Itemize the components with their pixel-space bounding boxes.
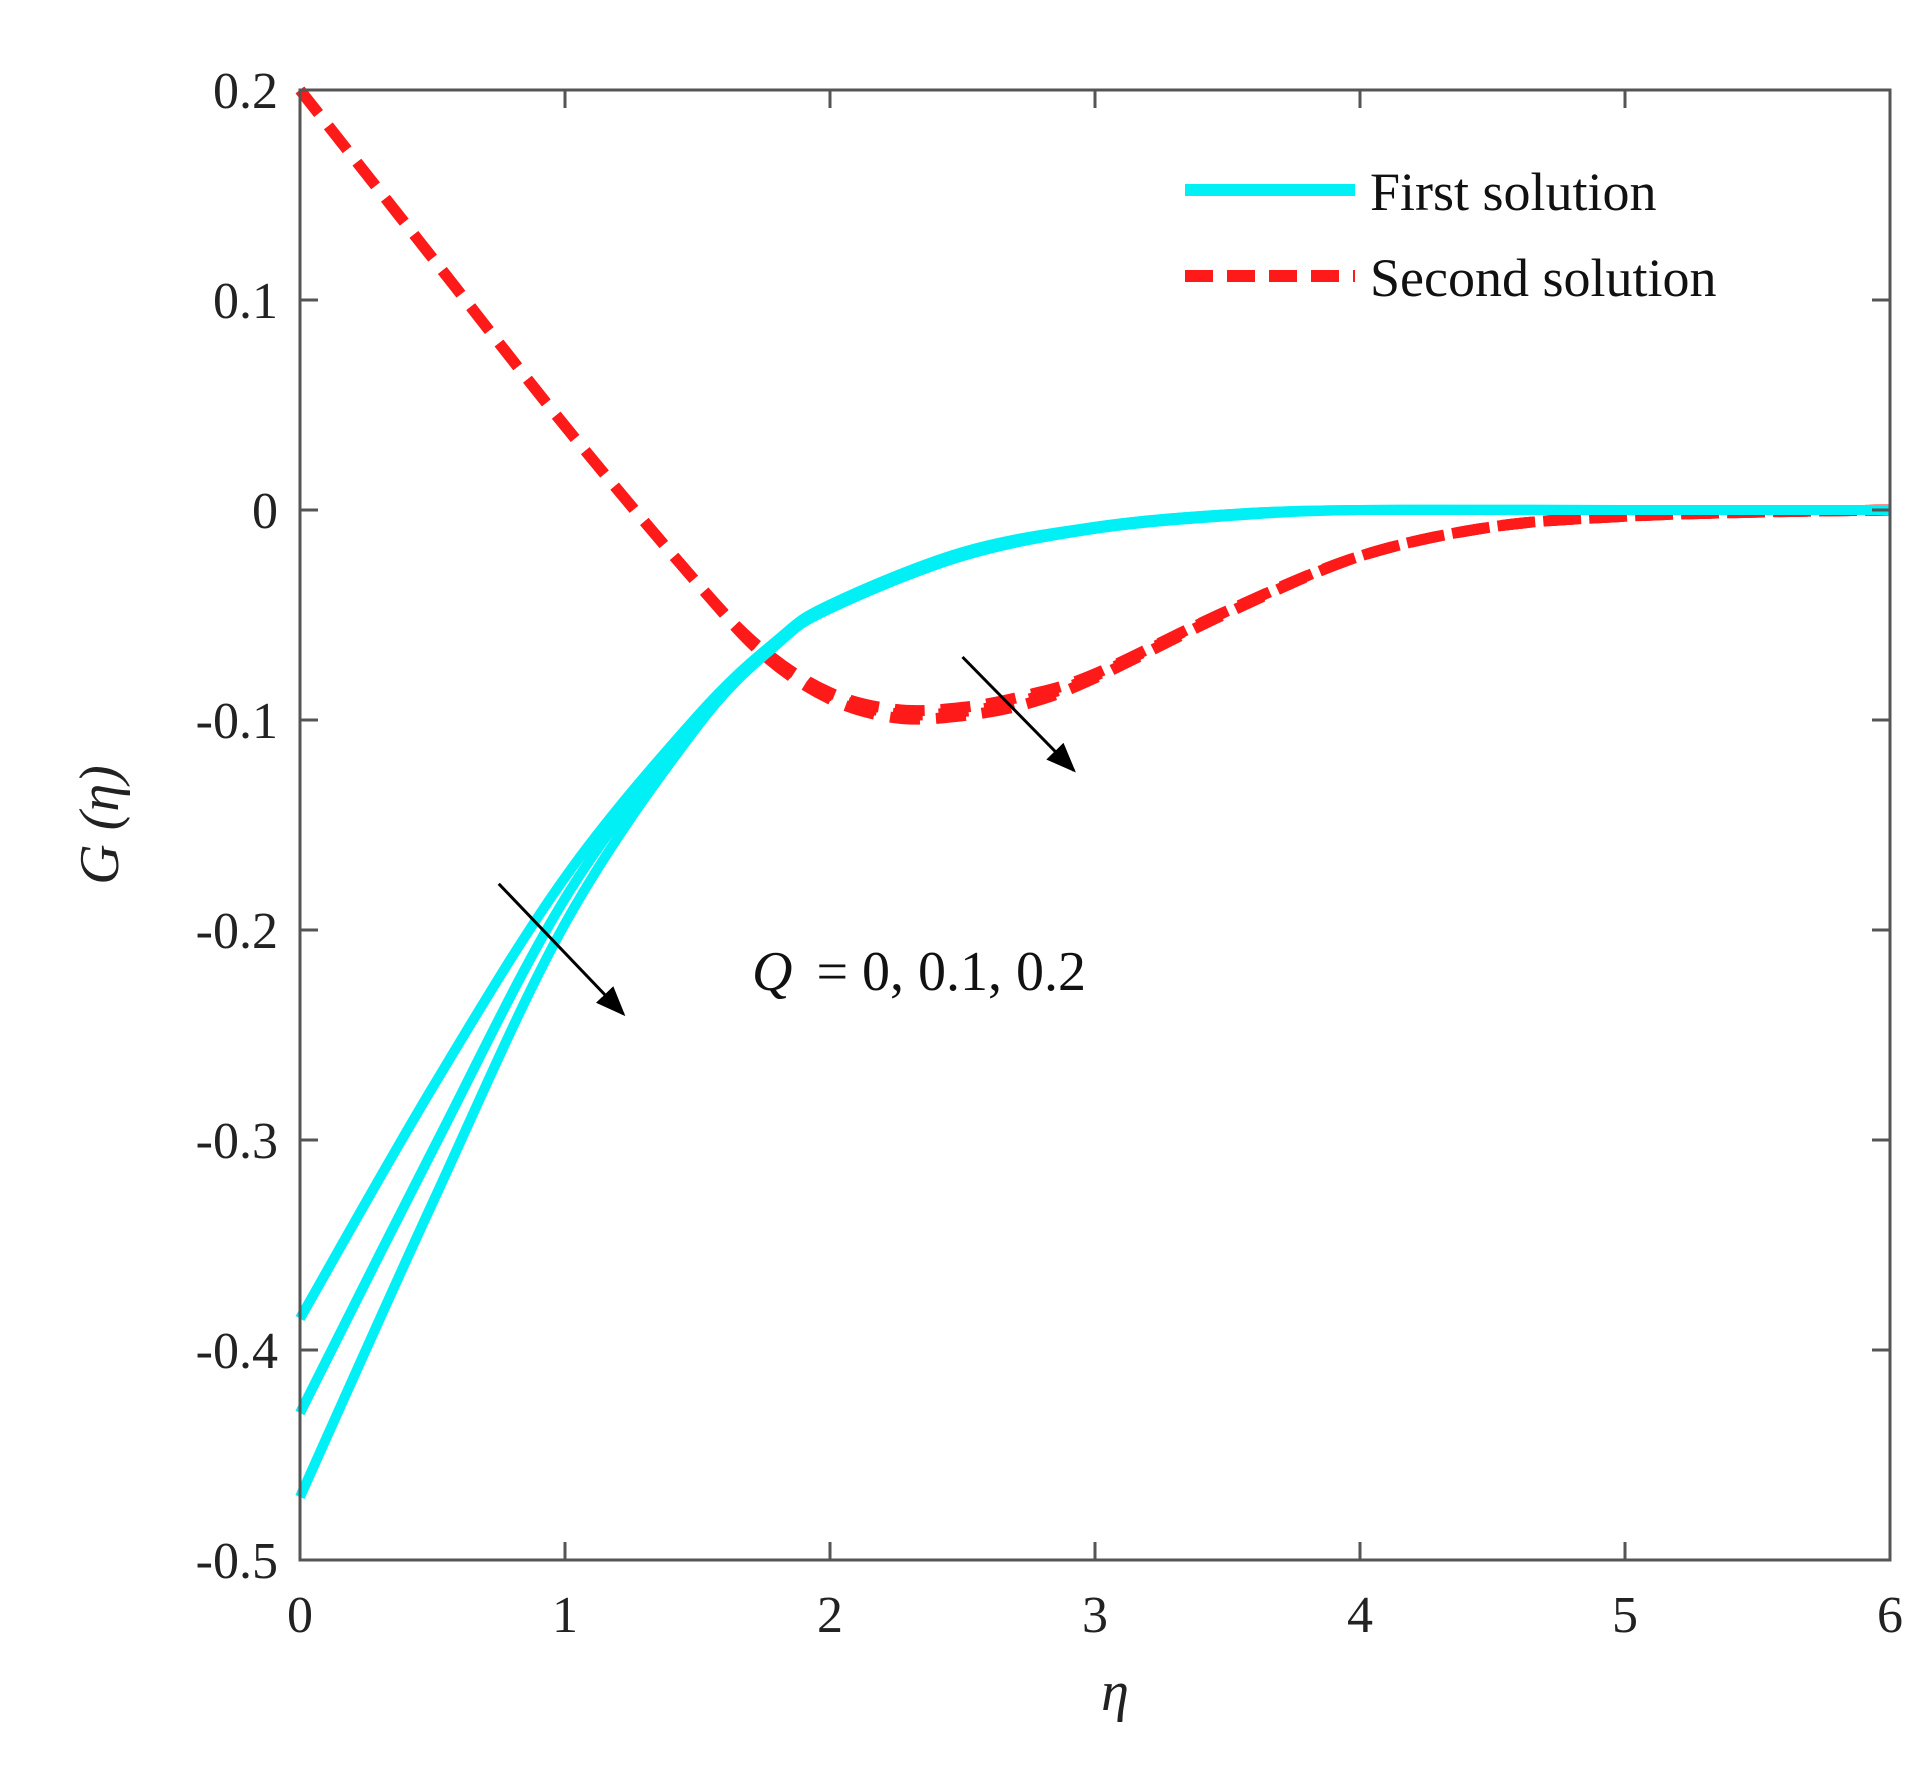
- series-layer: [295, 86, 1891, 1500]
- trend-arrow: [497, 882, 626, 1017]
- arrows-layer: [497, 655, 1076, 1017]
- q-annotation: Q = 0, 0.1, 0.2: [752, 941, 1086, 1003]
- y-tick-label: -0.4: [196, 1323, 278, 1380]
- x-tick-label: 4: [1347, 1587, 1373, 1644]
- y-tick-label: 0: [252, 483, 278, 540]
- y-tick-label: -0.5: [196, 1533, 278, 1590]
- x-tick-label: 6: [1877, 1587, 1903, 1644]
- y-tick-label: 0.2: [213, 63, 278, 120]
- ticks-layer: 0 1 2 3 4 5 6 0.2 0.1 0 -0.1 -0.2 -0.3 -0.4 -0.5: [196, 63, 1903, 1644]
- trend-arrow: [961, 655, 1076, 773]
- x-tick-label: 3: [1082, 1587, 1108, 1644]
- second-solution-line-q-0-2: [295, 86, 1891, 725]
- first-solution-line-q-0-2: [295, 504, 1890, 1500]
- y-tick-label: -0.3: [196, 1113, 278, 1170]
- legend-label-first-solution: First solution: [1370, 162, 1657, 222]
- legend: First solution Second solution: [1185, 162, 1717, 308]
- x-axis-label: η: [1101, 1661, 1129, 1723]
- y-tick-label: 0.1: [213, 273, 278, 330]
- x-tick-label: 5: [1612, 1587, 1638, 1644]
- x-tick-label: 0: [287, 1587, 313, 1644]
- x-tick-label: 1: [552, 1587, 578, 1644]
- y-tick-label: -0.2: [196, 903, 278, 960]
- q-symbol: Q: [752, 941, 792, 1003]
- legend-label-second-solution: Second solution: [1370, 248, 1717, 308]
- y-tick-label: -0.1: [196, 693, 278, 750]
- x-tick-label: 2: [817, 1587, 843, 1644]
- y-axis-label: G (η): [69, 765, 131, 885]
- q-values: = 0, 0.1, 0.2: [816, 941, 1086, 1003]
